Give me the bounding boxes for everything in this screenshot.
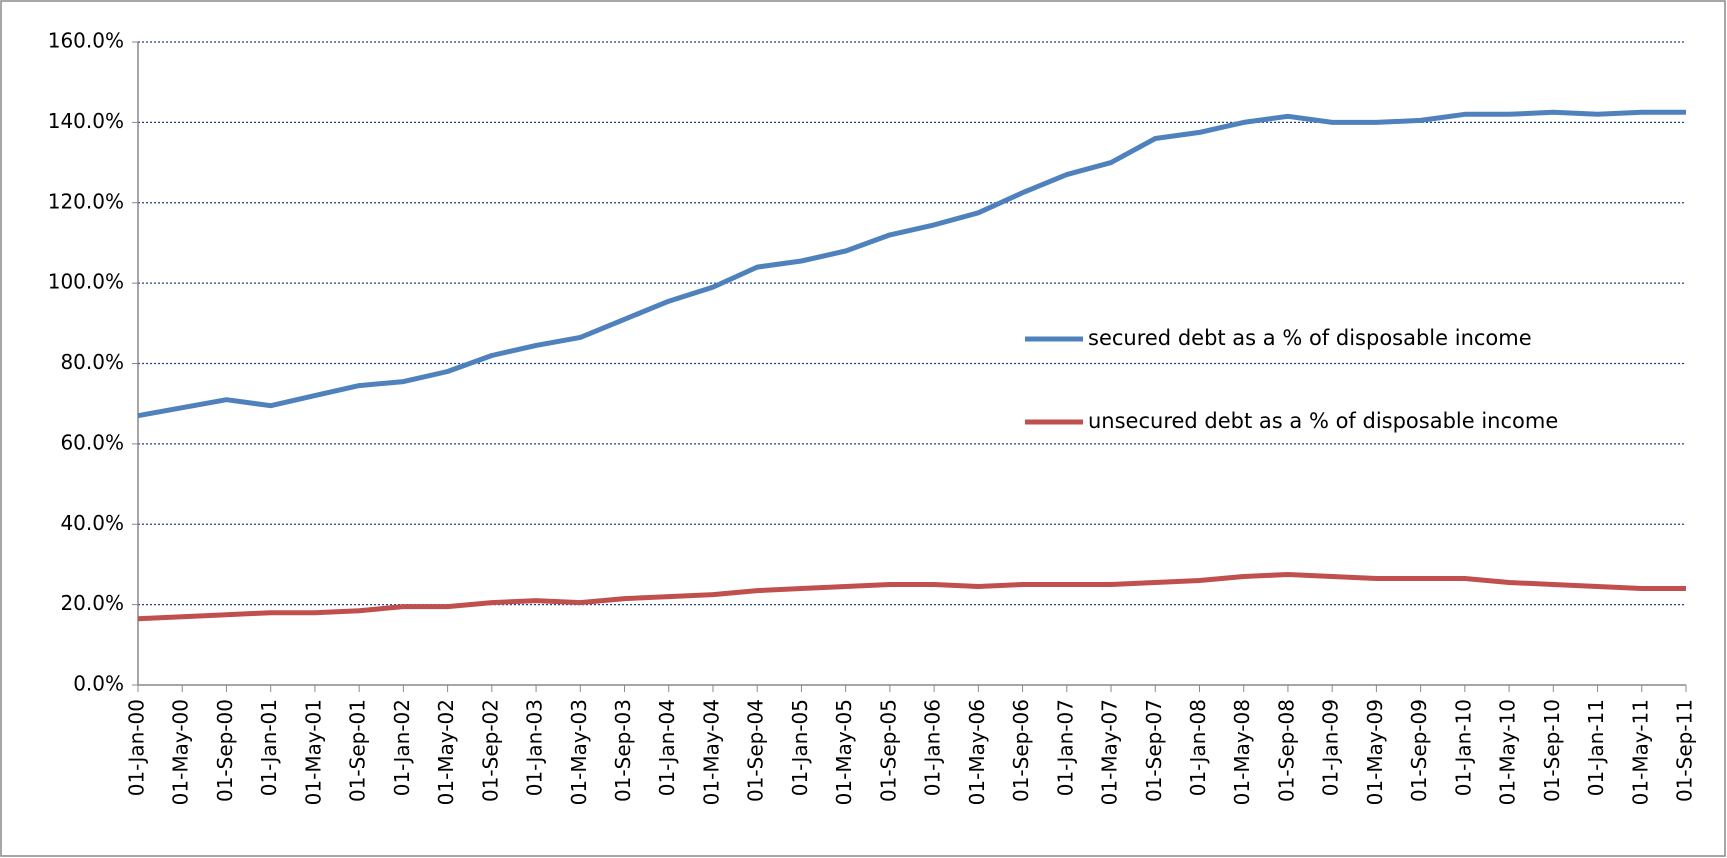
x-tick-label: 01-May-08 (1230, 699, 1254, 805)
x-tick-label: 01-Jan-06 (921, 699, 945, 796)
x-tick-label: 01-May-00 (169, 699, 193, 805)
x-tick-label: 01-Jan-11 (1584, 699, 1608, 796)
x-tick-label: 01-May-01 (301, 699, 325, 805)
x-tick-label: 01-Jan-09 (1319, 699, 1343, 796)
y-tick-label: 160.0% (48, 29, 124, 53)
y-tick-label: 60.0% (60, 430, 124, 454)
x-tick-label: 01-Sep-04 (744, 699, 768, 802)
x-tick-label: 01-May-07 (1098, 699, 1122, 805)
x-tick-label: 01-Jan-10 (1451, 699, 1475, 796)
x-tick-label: 01-May-06 (965, 699, 989, 805)
y-tick-label: 140.0% (48, 109, 124, 133)
legend: secured debt as a % of disposable income… (1025, 326, 1558, 433)
x-tick-label: 01-Jan-00 (125, 699, 149, 796)
x-tick-label: 01-May-11 (1628, 699, 1652, 805)
series-line (137, 572, 1686, 622)
y-tick-label: 20.0% (60, 591, 124, 615)
x-tick-label: 01-Sep-08 (1274, 699, 1298, 802)
x-tick-label: 01-Sep-10 (1540, 699, 1564, 802)
x-tick-label: 01-Sep-11 (1673, 699, 1697, 802)
y-tick-label: 40.0% (60, 511, 124, 535)
x-tick-label: 01-Sep-02 (478, 699, 502, 802)
y-tick-label: 0.0% (73, 672, 124, 696)
x-tick-label: 01-Sep-07 (1142, 699, 1166, 802)
x-tick-label: 01-May-02 (434, 699, 458, 805)
x-tick-label: 01-Jan-03 (523, 699, 547, 796)
x-tick-label: 01-Sep-00 (213, 699, 237, 802)
y-tick-label: 100.0% (48, 270, 124, 294)
x-tick-label: 01-Sep-03 (611, 699, 635, 802)
x-tick-label: 01-Sep-09 (1407, 699, 1431, 802)
x-tick-label: 01-May-04 (699, 699, 723, 805)
x-tick-label: 01-Jan-01 (257, 699, 281, 796)
x-tick-label: 01-Jan-07 (1053, 699, 1077, 796)
x-tick-label: 01-Jan-05 (788, 699, 812, 796)
legend-label: unsecured debt as a % of disposable inco… (1088, 409, 1558, 433)
x-tick-label: 01-Sep-06 (1009, 699, 1033, 802)
x-tick-label: 01-May-03 (567, 699, 591, 805)
x-tick-label: 01-May-05 (832, 699, 856, 805)
x-tick-label: 01-May-10 (1496, 699, 1520, 805)
x-tick-label: 01-Jan-04 (655, 699, 679, 796)
y-tick-label: 80.0% (60, 350, 124, 374)
series-line (137, 109, 1686, 419)
x-tick-label: 01-Sep-01 (346, 699, 370, 802)
x-tick-label: 01-May-09 (1363, 699, 1387, 805)
x-tick-label: 01-Jan-08 (1186, 699, 1210, 796)
x-tick-label: 01-Sep-05 (876, 699, 900, 802)
legend-label: secured debt as a % of disposable income (1088, 326, 1532, 350)
y-tick-label: 120.0% (48, 189, 124, 213)
x-tick-label: 01-Jan-02 (390, 699, 414, 796)
